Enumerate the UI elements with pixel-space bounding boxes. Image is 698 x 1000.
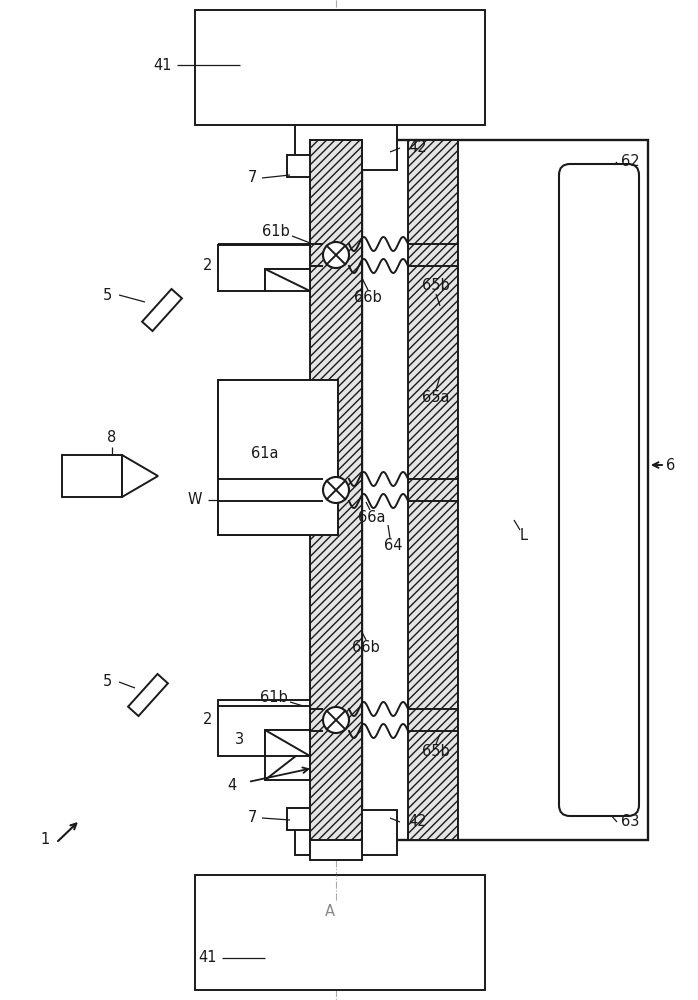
Text: 2: 2 [203,257,213,272]
Text: 66a: 66a [358,510,386,526]
Text: 5: 5 [103,674,112,690]
Text: 42: 42 [409,140,427,155]
Bar [62,455,122,497]
Polygon shape [218,700,310,745]
Circle shape [323,707,349,733]
FancyBboxPatch shape [559,164,639,816]
Bar [295,810,397,855]
Circle shape [323,242,349,268]
Text: 41: 41 [154,57,172,73]
Bar [295,125,397,170]
Bar [195,10,485,125]
Text: 8: 8 [107,430,117,444]
Polygon shape [122,455,158,497]
Text: 6: 6 [667,458,676,473]
Bar [218,380,338,535]
Text: 61b: 61b [262,225,290,239]
Bar [408,140,458,840]
Text: 61b: 61b [260,690,288,706]
Text: 42: 42 [409,814,427,830]
Polygon shape [218,245,310,291]
Polygon shape [265,730,310,756]
Bar [362,140,648,840]
Text: 4: 4 [228,778,237,792]
Text: 7: 7 [247,810,257,826]
Bar [287,155,313,177]
Text: 3: 3 [235,732,244,748]
Polygon shape [218,706,310,756]
Text: 63: 63 [621,814,639,830]
Text: 64: 64 [384,538,402,552]
Bar [310,140,362,172]
Text: 41: 41 [199,950,217,966]
Text: 65b: 65b [422,744,450,760]
Text: A: A [325,904,335,920]
Text: 1: 1 [40,832,50,848]
Text: 7: 7 [247,170,257,186]
Bar [287,808,313,830]
Text: 65a: 65a [422,390,450,406]
Bar [218,380,338,535]
Text: 66b: 66b [352,641,380,656]
Text: L: L [520,528,528,542]
Circle shape [323,477,349,503]
Polygon shape [265,269,310,291]
Bar [310,140,362,840]
Text: 62: 62 [621,154,639,169]
Text: 5: 5 [103,288,112,302]
Text: 66b: 66b [354,290,382,306]
Text: 61a: 61a [251,446,279,460]
Polygon shape [218,245,310,290]
Bar [195,875,485,990]
Text: 65b: 65b [422,277,450,292]
Bar [310,828,362,860]
Polygon shape [265,745,310,780]
Polygon shape [265,245,310,280]
Text: W: W [188,492,202,508]
Polygon shape [218,245,310,280]
Text: 2: 2 [203,712,213,728]
